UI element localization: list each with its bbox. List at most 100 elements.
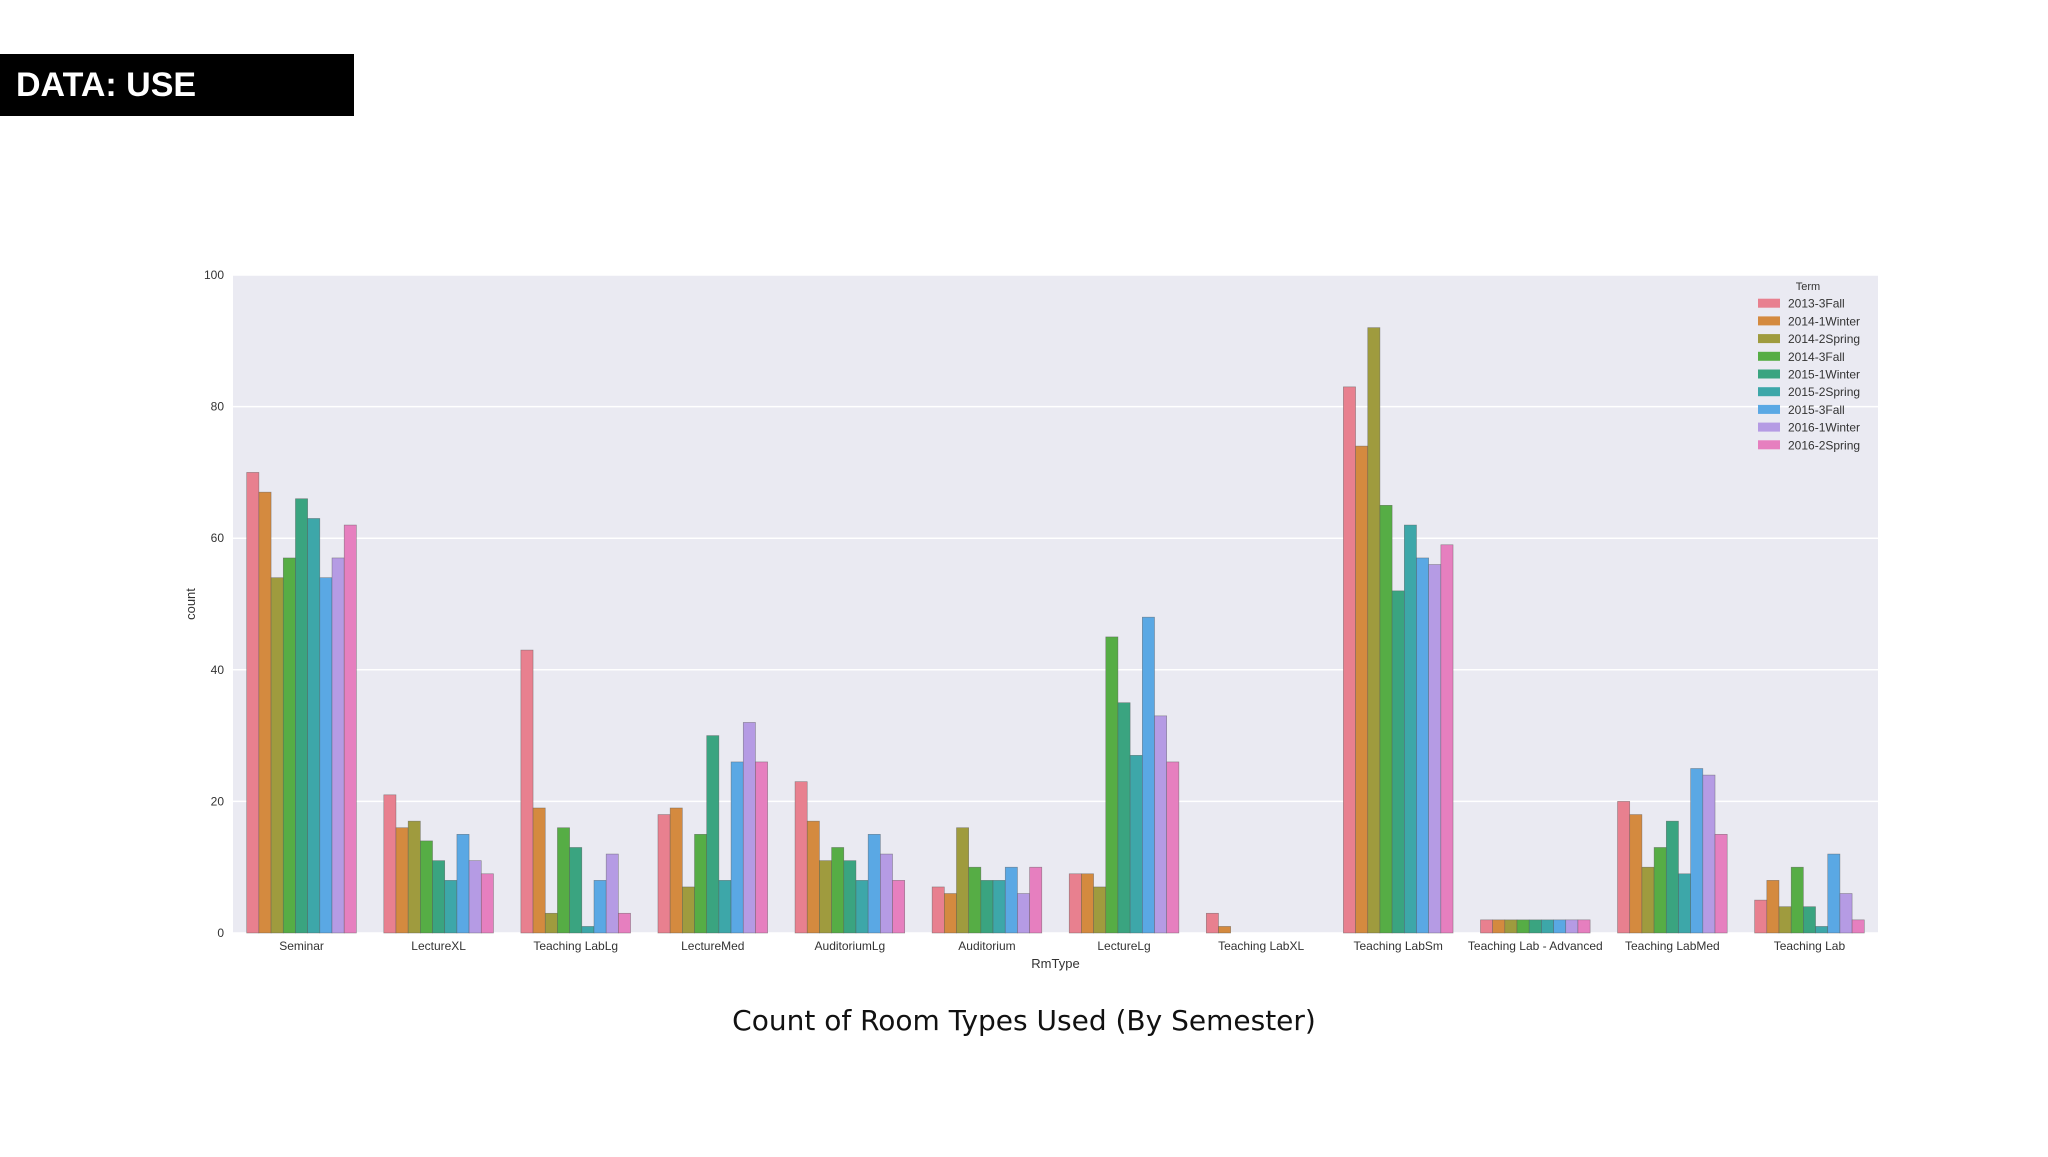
bar <box>1480 919 1493 934</box>
x-tick-label: Auditorium <box>958 939 1015 953</box>
bar <box>1492 919 1506 934</box>
bar <box>544 912 558 934</box>
bar <box>258 491 272 934</box>
bar <box>605 853 619 934</box>
y-tick-label: 20 <box>211 794 225 808</box>
legend-title: Term <box>1796 281 1820 293</box>
y-tick-label: 60 <box>211 531 225 545</box>
bar <box>1778 906 1792 934</box>
bar <box>295 498 308 934</box>
bar <box>794 781 808 934</box>
bar <box>867 833 881 934</box>
bar <box>1629 814 1643 934</box>
bar <box>282 557 296 934</box>
legend-swatch <box>1758 440 1780 450</box>
x-tick-label: Teaching Lab <box>1774 939 1846 953</box>
bar <box>669 807 683 934</box>
legend-swatch <box>1758 316 1780 326</box>
legend-entry: 2016-2Spring <box>1788 438 1860 452</box>
legend-entry: 2015-1Winter <box>1788 368 1860 382</box>
bar <box>819 860 832 934</box>
bar <box>968 866 982 934</box>
bar <box>1839 893 1853 934</box>
bar <box>1790 866 1804 934</box>
bar <box>1391 590 1405 934</box>
x-tick-label: Teaching LabMed <box>1625 939 1720 953</box>
bar <box>532 807 546 934</box>
bar <box>694 833 707 934</box>
bar <box>581 926 595 934</box>
bar <box>407 820 421 934</box>
bar <box>1641 866 1655 934</box>
y-tick-label: 100 <box>204 268 224 282</box>
x-tick-label: LectureXL <box>411 939 466 953</box>
bar <box>618 912 631 934</box>
bar <box>1440 544 1454 934</box>
bar <box>1004 866 1018 934</box>
header-title: DATA: USE <box>16 66 197 104</box>
bar <box>1205 912 1219 934</box>
bar <box>931 886 945 934</box>
bar <box>1068 873 1082 934</box>
bar <box>520 649 534 934</box>
legend-entry: 2014-2Spring <box>1788 332 1860 346</box>
bar <box>343 524 357 934</box>
bar <box>855 880 869 934</box>
bar <box>1815 926 1829 934</box>
y-tick-label: 40 <box>211 663 225 677</box>
bar <box>1678 873 1691 934</box>
bar <box>1093 886 1107 934</box>
legend-entry: 2016-1Winter <box>1788 421 1860 435</box>
bar <box>1166 761 1180 934</box>
bar <box>395 827 409 934</box>
bar <box>682 886 695 934</box>
bar <box>1379 504 1393 934</box>
x-tick-label: LectureLg <box>1097 939 1150 953</box>
y-axis-label: count <box>183 588 198 620</box>
bar <box>1565 919 1579 934</box>
bar <box>1404 524 1417 934</box>
legend-swatch <box>1758 422 1780 432</box>
bar <box>1154 715 1167 934</box>
bar <box>944 893 957 934</box>
bar <box>1702 774 1716 934</box>
legend-swatch <box>1758 298 1780 308</box>
x-tick-label: Teaching Lab - Advanced <box>1468 939 1603 953</box>
bar <box>1617 801 1631 934</box>
bar <box>806 820 820 934</box>
header-banner: DATA: USE <box>0 54 354 116</box>
chart-caption: Count of Room Types Used (By Semester) <box>732 1004 1316 1037</box>
bar <box>1665 820 1679 934</box>
bar <box>432 860 446 934</box>
bar <box>1827 853 1841 934</box>
bar <box>706 735 720 934</box>
bar <box>1690 768 1704 934</box>
bar <box>593 880 607 934</box>
bar <box>657 814 671 934</box>
bar <box>1714 833 1728 934</box>
bar <box>420 840 433 934</box>
bar <box>718 880 732 934</box>
bar <box>1142 616 1155 934</box>
bar <box>307 518 321 934</box>
y-tick-label: 80 <box>211 400 225 414</box>
bar <box>1105 636 1119 934</box>
bar <box>831 847 845 934</box>
bar <box>1528 919 1542 934</box>
bar <box>1117 702 1131 934</box>
bar <box>892 880 906 934</box>
x-tick-label: AuditoriumLg <box>815 939 886 953</box>
x-tick-label: Teaching LabLg <box>533 939 618 953</box>
bar <box>730 761 744 934</box>
bar <box>456 833 470 934</box>
bar <box>755 761 768 934</box>
legend-swatch <box>1758 334 1780 344</box>
bar <box>246 472 260 934</box>
legend-entry: 2014-3Fall <box>1788 350 1845 364</box>
x-tick-label: Teaching LabXL <box>1218 939 1304 953</box>
bar <box>444 880 458 934</box>
legend-swatch <box>1758 369 1780 379</box>
legend-entry: 2015-3Fall <box>1788 403 1845 417</box>
bar <box>557 827 570 934</box>
